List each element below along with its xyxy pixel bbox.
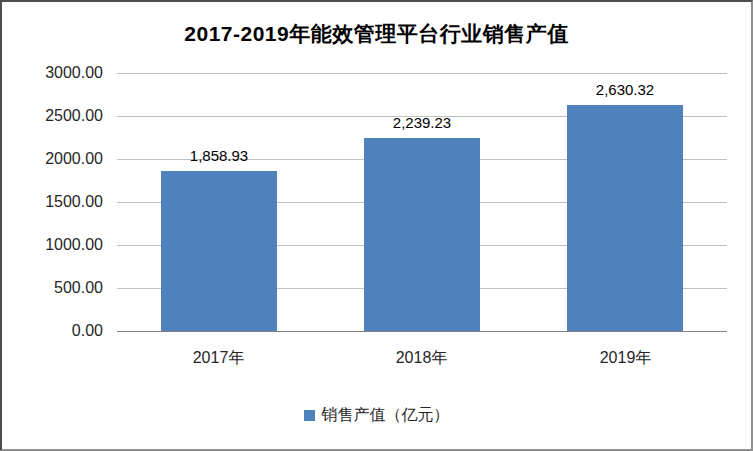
x-axis-line	[117, 331, 727, 332]
y-tick-label: 1500.00	[17, 194, 103, 210]
legend: 销售产值（亿元）	[2, 405, 751, 426]
bar	[161, 171, 277, 331]
bar-value-label: 1,858.93	[139, 148, 299, 164]
x-tick-label: 2019年	[524, 348, 727, 368]
gridline	[117, 73, 727, 74]
x-tick-label: 2018年	[320, 348, 523, 368]
legend-swatch	[304, 410, 315, 421]
chart-frame: 2017-2019年能效管理平台行业销售产值 1,858.93 2,239.23 2…	[0, 0, 753, 451]
bar	[567, 105, 683, 331]
plot-area: 1,858.93 2,239.23 2,630.32	[117, 73, 727, 331]
y-tick-label: 2500.00	[17, 108, 103, 124]
y-tick-label: 3000.00	[17, 65, 103, 81]
y-tick-label: 500.00	[17, 280, 103, 296]
chart-title: 2017-2019年能效管理平台行业销售产值	[2, 20, 751, 48]
legend-label: 销售产值（亿元）	[322, 405, 450, 426]
y-tick-label: 1000.00	[17, 237, 103, 253]
x-tick-label: 2017年	[117, 348, 320, 368]
bar	[364, 138, 480, 331]
bar-value-label: 2,630.32	[545, 82, 705, 98]
y-tick-label: 2000.00	[17, 151, 103, 167]
y-tick-label: 0.00	[17, 323, 103, 339]
bar-value-label: 2,239.23	[342, 115, 502, 131]
